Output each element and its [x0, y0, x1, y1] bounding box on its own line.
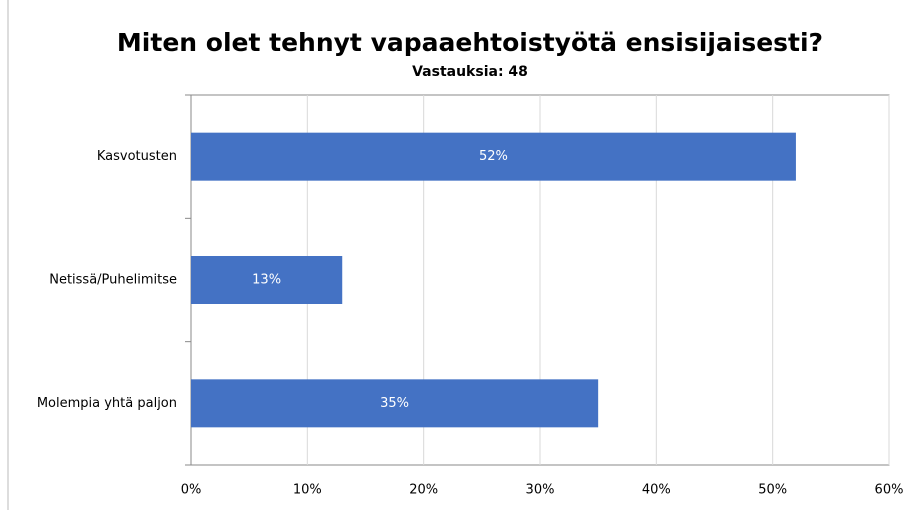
value-label: 35%: [380, 396, 409, 411]
y-tick-label: Netissä/Puhelimitse: [49, 273, 177, 288]
x-tick-label: 50%: [758, 483, 787, 498]
x-tick-label: 30%: [526, 483, 555, 498]
value-label: 13%: [252, 273, 281, 288]
chart-title: Miten olet tehnyt vapaaehtoistyötä ensis…: [117, 28, 823, 57]
bar: [191, 256, 343, 304]
x-tick-label: 0%: [181, 483, 202, 498]
y-tick-label: Molempia yhtä paljon: [37, 396, 177, 411]
value-label: 52%: [479, 149, 508, 164]
y-tick-label: Kasvotusten: [97, 149, 177, 164]
bar: [191, 132, 796, 181]
chart-subtitle: Vastauksia: 48: [412, 64, 528, 80]
bar: [191, 379, 599, 428]
x-tick-label: 60%: [875, 483, 904, 498]
x-tick-label: 20%: [409, 483, 438, 498]
x-tick-label: 40%: [642, 483, 671, 498]
x-tick-label: 10%: [293, 483, 322, 498]
